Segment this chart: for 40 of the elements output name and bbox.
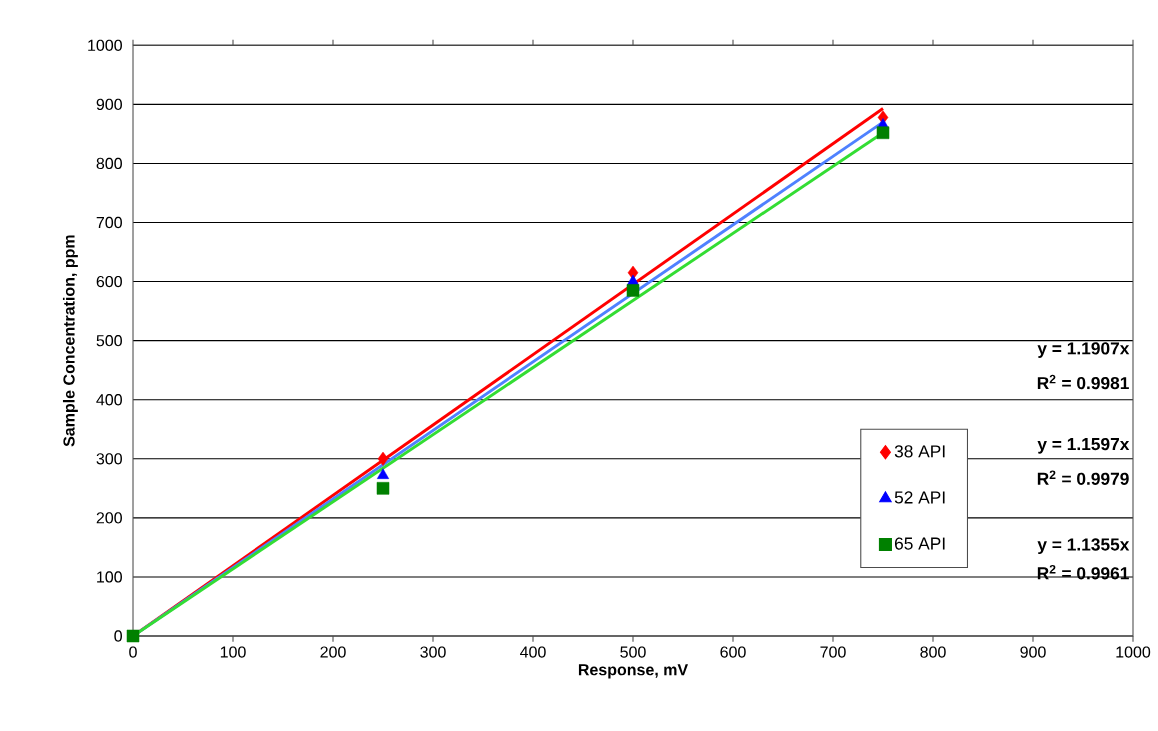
legend-label: 38 API bbox=[894, 445, 945, 458]
point bbox=[876, 126, 890, 140]
y-tick-label: 800 bbox=[96, 157, 122, 170]
legend-label: 65 API bbox=[894, 537, 945, 550]
annotation: y = 1.1355x bbox=[1037, 538, 1130, 555]
y-tick-label: 900 bbox=[96, 98, 122, 111]
annotation: y = 1.1907x bbox=[1037, 342, 1130, 358]
legend-label: 52 API bbox=[894, 491, 945, 504]
x-tick-label: 300 bbox=[420, 646, 446, 658]
x-tick-label: 800 bbox=[920, 646, 946, 658]
point bbox=[626, 274, 640, 286]
y-tick-label: 600 bbox=[96, 275, 122, 288]
x-tick-label: 400 bbox=[520, 646, 546, 658]
y-tick-label: 400 bbox=[96, 394, 122, 406]
x-tick-label: 200 bbox=[320, 646, 346, 658]
point bbox=[376, 482, 390, 495]
annotation: R$^{2}$ = 0.9961 bbox=[1037, 564, 1129, 580]
x-tick-label: 1000 bbox=[1116, 646, 1151, 658]
x-tick-label: 900 bbox=[1020, 646, 1046, 658]
y-tick-label: 1000 bbox=[88, 39, 122, 51]
y-tick-label: 200 bbox=[96, 512, 122, 524]
annotation: y = 1.1597x bbox=[1037, 437, 1130, 454]
point bbox=[626, 284, 640, 297]
y-tick-label: 100 bbox=[97, 571, 122, 583]
x-tick-label: 600 bbox=[720, 646, 746, 658]
y-tick-label: 500 bbox=[96, 335, 122, 347]
point bbox=[377, 451, 389, 466]
x-axis-title: Response, mV bbox=[578, 664, 688, 679]
y-tick-label: 700 bbox=[96, 216, 122, 229]
x-tick-label: 500 bbox=[620, 646, 646, 658]
x-tick-label: 100 bbox=[220, 646, 246, 658]
x-tick-label: 0 bbox=[129, 646, 137, 658]
point bbox=[376, 468, 390, 479]
point bbox=[126, 629, 140, 643]
annotation: R$^{2}$ = 0.9979 bbox=[1037, 470, 1129, 485]
y-axis-title: Sample Concentration, ppm bbox=[62, 235, 78, 447]
y-tick-label: 0 bbox=[114, 630, 122, 642]
y-tick-label: 300 bbox=[96, 453, 122, 465]
x-tick-label: 700 bbox=[820, 646, 846, 658]
annotation: R$^{2}$ = 0.9981 bbox=[1037, 374, 1129, 390]
